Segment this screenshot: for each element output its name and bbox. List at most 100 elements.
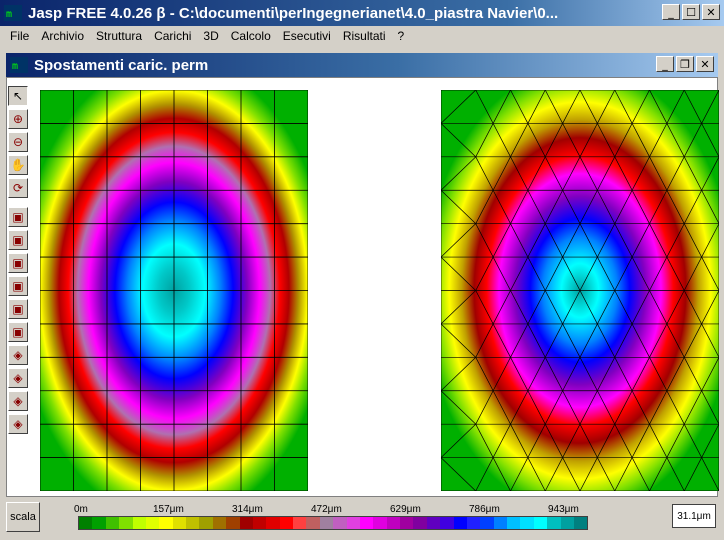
rotate-tool[interactable]: ⟳ <box>8 178 28 198</box>
menu-help[interactable]: ? <box>397 29 405 43</box>
mesh-line <box>649 390 668 425</box>
view-left-tool[interactable]: ▣ <box>8 253 28 273</box>
view-iso1-tool[interactable]: ◈ <box>8 345 28 365</box>
mesh-line <box>614 90 633 124</box>
mesh-line <box>649 123 668 157</box>
menu-3d[interactable]: 3D <box>203 29 219 43</box>
child-restore-button[interactable]: ❐ <box>676 56 694 72</box>
colorbar-swatch <box>466 517 481 529</box>
mesh-line <box>562 390 581 425</box>
mesh-line <box>597 90 616 124</box>
color-legend: scala 0m 157μm 314μm 472μm 629μm 786μm 943μm 3… <box>6 500 718 536</box>
mesh-line <box>544 256 563 291</box>
menu-file[interactable]: File <box>10 29 30 43</box>
scala-button[interactable]: scala <box>6 502 40 532</box>
colorbar-swatch <box>266 517 280 529</box>
colorbar-swatch <box>186 517 200 529</box>
mesh-line <box>614 223 633 258</box>
colorbar-swatch <box>453 517 467 529</box>
mesh-line <box>492 424 511 458</box>
mesh-line <box>544 323 563 358</box>
view-front-tool[interactable]: ▣ <box>8 207 28 227</box>
menu-esecutivi[interactable]: Esecutivi <box>282 29 331 43</box>
mesh-line <box>492 190 511 224</box>
colorbar-swatch <box>279 517 293 529</box>
colorbar-swatch <box>359 517 374 529</box>
mesh-line <box>683 357 702 391</box>
mesh-line <box>614 156 633 191</box>
colorbar-swatch <box>547 517 561 529</box>
child-close-button[interactable]: ✕ <box>696 56 714 72</box>
view-iso4-tool[interactable]: ◈ <box>8 414 28 434</box>
mesh-line <box>614 390 633 425</box>
menu-carichi[interactable]: Carichi <box>154 29 192 43</box>
view-bottom-tool[interactable]: ▣ <box>8 322 28 342</box>
mesh-line <box>562 424 581 458</box>
mesh-line <box>475 390 494 425</box>
mesh-line <box>544 123 563 157</box>
mesh-line <box>666 424 685 458</box>
colorbar-swatch <box>105 517 120 529</box>
mesh-line <box>701 190 719 224</box>
mesh-line <box>597 390 616 425</box>
child-window-titlebar: m Spostamenti caric. perm _ ❐ ✕ <box>6 53 718 77</box>
view-iso2-tool[interactable]: ◈ <box>8 368 28 388</box>
mesh-line <box>527 424 546 458</box>
colorbar-swatch <box>92 517 106 529</box>
mesh-line <box>562 156 581 191</box>
zoom-out-tool[interactable]: ⊖ <box>8 132 28 152</box>
mesh-line <box>441 423 476 458</box>
colorbar-swatch <box>252 517 267 529</box>
view-back-tool[interactable]: ▣ <box>8 230 28 250</box>
mesh-line <box>649 223 668 258</box>
mesh-line <box>701 156 719 191</box>
view-top-tool[interactable]: ▣ <box>8 299 28 319</box>
mesh-line <box>683 190 702 224</box>
colorbar-swatch <box>199 517 213 529</box>
legend-tick-label: 786μm <box>469 504 500 515</box>
app-title: Jasp FREE 4.0.26 β - C:\documenti\perIng… <box>28 4 559 22</box>
colorbar-swatch <box>119 517 133 529</box>
max-value-field[interactable]: 31.1μm <box>672 504 716 528</box>
view-iso3-tool[interactable]: ◈ <box>8 391 28 411</box>
pointer-tool[interactable]: ↖ <box>8 86 28 106</box>
mesh-line <box>510 457 529 491</box>
app-minimize-button[interactable]: _ <box>662 4 680 20</box>
menu-struttura[interactable]: Struttura <box>96 29 143 43</box>
menu-archivio[interactable]: Archivio <box>41 29 85 43</box>
colorbar-swatch <box>346 517 360 529</box>
view-iso4-icon: ◈ <box>13 417 23 431</box>
menu-calcolo[interactable]: Calcolo <box>230 29 271 43</box>
colorbar-swatch <box>172 517 186 529</box>
mesh-line <box>510 424 529 458</box>
mesh-line <box>562 190 581 224</box>
mesh-line <box>597 424 616 458</box>
mesh-line <box>649 357 668 391</box>
mesh-line <box>562 357 581 391</box>
mesh-line <box>614 123 633 157</box>
child-minimize-button[interactable]: _ <box>656 56 674 72</box>
app-close-button[interactable]: ✕ <box>702 4 720 20</box>
mesh-line <box>475 123 494 157</box>
pan-tool[interactable]: ✋ <box>8 155 28 175</box>
mesh-line <box>527 323 546 358</box>
mesh-line <box>492 90 511 124</box>
app-maximize-button[interactable]: ☐ <box>682 4 700 20</box>
colorbar-swatch <box>400 517 414 529</box>
view-toolbar: ↖ ⊕ ⊖ ✋ ⟳ ▣ ▣ ▣ ▣ ▣ ▣ ◈ ◈ ◈ ◈ <box>8 86 32 437</box>
zoom-in-tool[interactable]: ⊕ <box>8 109 28 129</box>
view-top-icon: ▣ <box>12 302 24 316</box>
mesh-line <box>631 323 650 358</box>
displacement-plot-quad-mesh[interactable] <box>40 90 308 491</box>
child-window-icon: m <box>10 57 28 73</box>
mesh-line <box>579 323 598 358</box>
legend-tick-label: 157μm <box>153 504 184 515</box>
mesh-line <box>492 357 511 391</box>
mesh-line <box>510 357 529 391</box>
view-right-tool[interactable]: ▣ <box>8 276 28 296</box>
mesh-line <box>597 123 616 157</box>
mesh-line <box>441 123 476 158</box>
displacement-plot-tri-mesh[interactable] <box>441 90 719 491</box>
mesh-line <box>492 156 511 191</box>
menu-risultati[interactable]: Risultati <box>342 29 386 43</box>
